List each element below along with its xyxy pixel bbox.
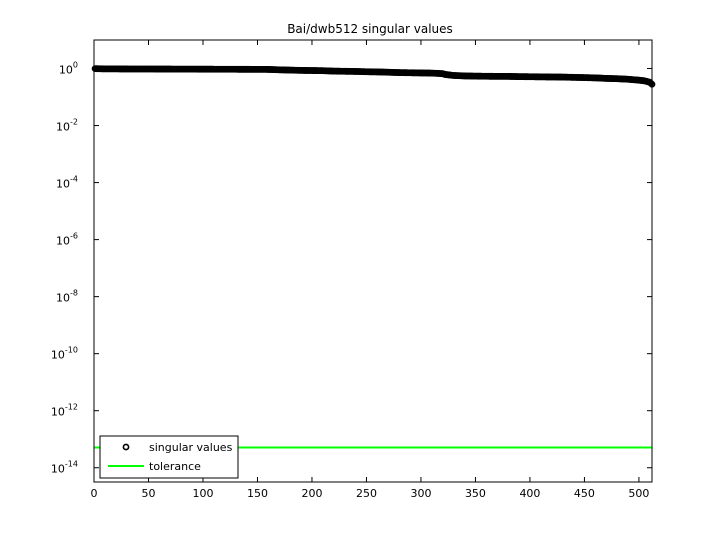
y-tick-label: 10-6 <box>56 232 78 248</box>
x-tick-label: 200 <box>301 487 322 500</box>
y-tick-label: 10-8 <box>56 289 78 305</box>
y-tick-label: 100 <box>59 61 78 77</box>
x-tick-label: 150 <box>247 487 268 500</box>
y-tick-label: 10-2 <box>56 118 78 134</box>
x-tick-label: 500 <box>628 487 649 500</box>
legend: singular values tolerance <box>99 435 239 479</box>
x-tick-label: 400 <box>519 487 540 500</box>
plot-frame <box>93 39 653 483</box>
legend-marker-singular-values <box>122 443 130 451</box>
legend-label-singular-values: singular values <box>149 441 233 454</box>
y-tick-label: 10-10 <box>51 346 78 362</box>
legend-box <box>99 435 239 479</box>
y-tick-label: 10-4 <box>56 175 78 191</box>
x-tick-label: 50 <box>141 487 155 500</box>
x-tick-label: 250 <box>356 487 377 500</box>
y-tick-label: 10-14 <box>51 460 78 476</box>
data-marks <box>91 65 656 449</box>
x-tick-label: 100 <box>192 487 213 500</box>
y-tick-label: 10-12 <box>51 403 78 419</box>
chart-title: Bai/dwb512 singular values <box>287 22 453 36</box>
x-tick-label: 350 <box>465 487 486 500</box>
x-tick-label: 450 <box>574 487 595 500</box>
axes: 0 50 100 150 200 250 300 350 400 450 500 100 10-2 10-… <box>51 39 653 500</box>
x-tick-label: 300 <box>410 487 431 500</box>
legend-label-tolerance: tolerance <box>149 460 201 473</box>
x-tick-label: 0 <box>91 487 98 500</box>
